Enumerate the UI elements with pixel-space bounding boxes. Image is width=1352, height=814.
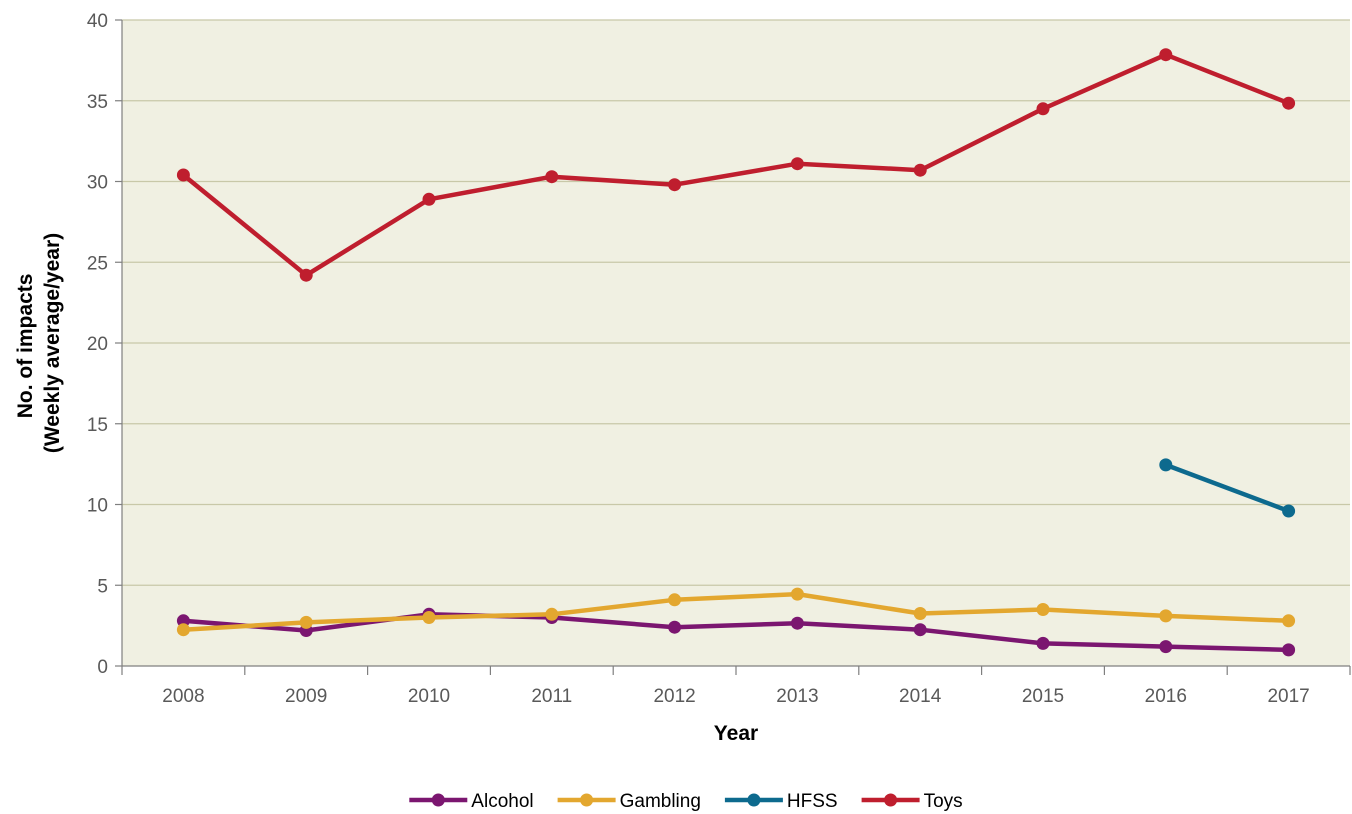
data-point-gambling — [1036, 603, 1050, 616]
data-point-alcohol — [176, 614, 190, 628]
data-point-toys — [176, 168, 190, 182]
y-tick-label: 20 — [87, 334, 108, 355]
y-axis-title: No. of impacts (Weekly average/year) — [14, 233, 64, 453]
series-line-gambling — [181, 591, 1291, 632]
legend: Alcohol Gambling HFSS Toys — [409, 791, 963, 812]
data-point-gambling — [176, 623, 190, 637]
legend-item-gambling: Gambling — [557, 791, 701, 812]
data-point-gambling — [422, 611, 436, 624]
data-point-alcohol — [790, 616, 804, 630]
data-point-toys — [1159, 48, 1173, 62]
x-tick-label: 2009 — [285, 686, 327, 707]
legend-label: Gambling — [620, 791, 701, 812]
x-tick-label: 2011 — [531, 686, 572, 707]
data-point-toys — [790, 157, 804, 171]
series-hfss — [1159, 458, 1296, 518]
data-point-toys — [299, 268, 313, 282]
data-point-gambling — [545, 607, 559, 621]
x-tick-label: 2015 — [1022, 686, 1064, 707]
data-point-alcohol — [1282, 643, 1296, 657]
y-tick-label: 25 — [87, 253, 108, 274]
data-point-gambling — [1159, 609, 1173, 623]
x-tick-label: 2010 — [408, 686, 450, 707]
legend-swatch-marker — [431, 793, 445, 807]
legend-swatch-marker — [884, 793, 898, 807]
y-tick-label: 35 — [87, 92, 108, 113]
data-point-toys — [1036, 102, 1050, 116]
x-tick-label: 2008 — [162, 686, 204, 707]
legend-swatch-marker — [747, 793, 761, 807]
legend-item-toys: Toys — [861, 791, 963, 812]
y-tick-label: 15 — [87, 415, 108, 436]
data-point-toys — [1282, 96, 1296, 110]
data-point-toys — [422, 192, 436, 206]
series-line-hfss — [1163, 462, 1291, 514]
data-point-toys — [545, 170, 559, 184]
legend-label: Alcohol — [471, 791, 533, 812]
series-line-alcohol — [181, 612, 1291, 653]
data-point-hfss — [1282, 504, 1296, 518]
y-tick-label: 5 — [97, 576, 108, 597]
data-point-gambling — [790, 587, 804, 601]
legend-item-hfss: HFSS — [724, 791, 838, 812]
x-tick-label: 2017 — [1267, 686, 1309, 707]
series-gambling — [176, 587, 1296, 637]
y-tick-label: 40 — [87, 11, 108, 32]
data-point-gambling — [913, 607, 927, 620]
y-tick-label: 0 — [97, 657, 108, 678]
data-point-gambling — [299, 615, 313, 629]
x-tick-label: 2014 — [899, 686, 942, 707]
legend-label: HFSS — [787, 791, 838, 812]
data-point-toys — [913, 163, 927, 177]
data-point-alcohol — [1159, 640, 1173, 654]
data-point-alcohol — [913, 623, 927, 637]
x-tick-label: 2012 — [653, 686, 695, 707]
x-tick-label: 2013 — [776, 686, 818, 707]
gridlines — [122, 19, 1350, 586]
y-axis-title-line2: (Weekly average/year) — [41, 233, 64, 453]
x-tick-label: 2016 — [1145, 686, 1187, 707]
legend-item-alcohol: Alcohol — [409, 791, 534, 812]
data-point-alcohol — [1036, 636, 1050, 650]
series-lines — [176, 48, 1296, 657]
data-point-toys — [668, 178, 682, 192]
y-axis-title-line1: No. of impacts — [14, 274, 37, 419]
y-tick-label: 30 — [87, 173, 108, 194]
data-point-alcohol — [668, 620, 682, 634]
data-point-hfss — [1159, 458, 1173, 472]
series-toys — [176, 48, 1296, 282]
y-tick-label: 10 — [87, 496, 108, 517]
x-axis-title: Year — [714, 722, 758, 745]
axes: 0 5 10 15 20 25 30 35 40 2008 2009 2010 2011 2012 2013… — [87, 11, 1351, 707]
data-point-gambling — [668, 593, 682, 607]
legend-swatch-marker — [580, 793, 594, 807]
data-point-gambling — [1282, 614, 1296, 628]
legend-label: Toys — [924, 791, 963, 812]
series-line-toys — [181, 52, 1291, 278]
